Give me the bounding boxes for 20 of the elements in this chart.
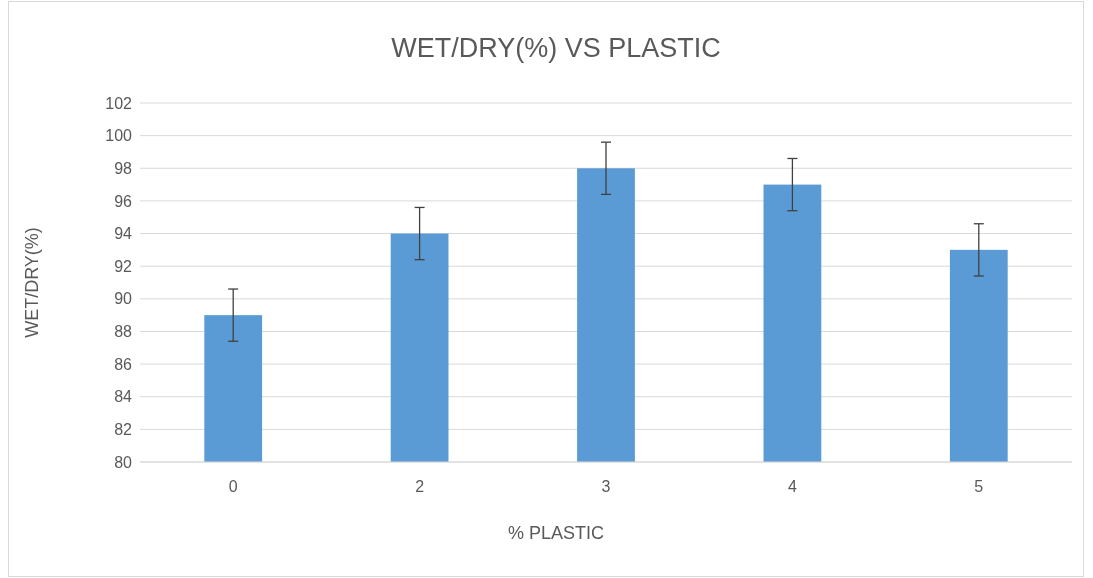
x-tick-label: 5 <box>974 478 984 495</box>
y-tick-label: 102 <box>105 94 133 112</box>
x-axis-title: % PLASTIC <box>507 523 605 543</box>
x-tick-label: 3 <box>601 478 611 495</box>
y-tick-label: 88 <box>114 323 133 341</box>
y-tick-label: 92 <box>114 257 133 275</box>
y-tick-label: 96 <box>114 192 133 210</box>
y-axis-title: WET/DRY(%) <box>22 227 42 338</box>
y-tick-label: 82 <box>114 420 133 438</box>
y-tick-label: 84 <box>114 388 133 406</box>
y-tick-label: 90 <box>114 290 133 308</box>
y-tick-label: 98 <box>114 159 133 177</box>
chart-title: WET/DRY(%) VS PLASTIC <box>391 33 721 63</box>
y-tick-label: 80 <box>114 453 133 471</box>
x-tick-label: 4 <box>787 478 797 495</box>
y-tick-label: 94 <box>114 225 133 243</box>
x-tick-label: 2 <box>415 478 425 495</box>
x-tick-label: 0 <box>228 478 238 495</box>
y-tick-label: 86 <box>114 355 133 373</box>
y-tick-label: 100 <box>105 127 133 145</box>
